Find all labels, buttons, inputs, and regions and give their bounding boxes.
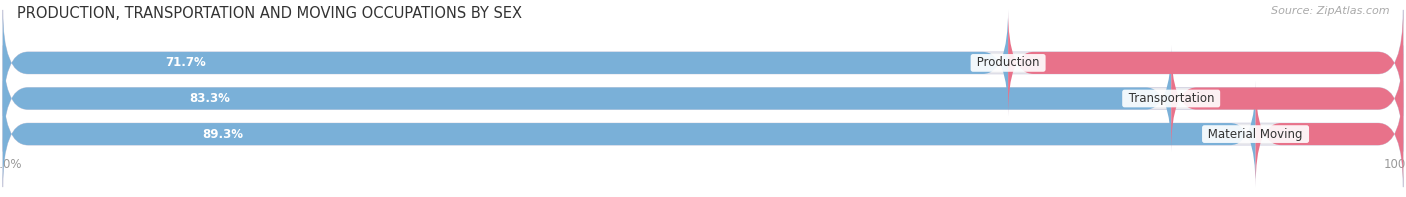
Text: 83.3%: 83.3% — [190, 92, 231, 105]
FancyBboxPatch shape — [3, 46, 1403, 151]
FancyBboxPatch shape — [1171, 46, 1403, 151]
Text: 71.7%: 71.7% — [166, 56, 207, 69]
FancyBboxPatch shape — [1256, 81, 1403, 187]
Text: Source: ZipAtlas.com: Source: ZipAtlas.com — [1271, 6, 1389, 16]
Text: Transportation: Transportation — [1125, 92, 1218, 105]
Text: Production: Production — [973, 56, 1043, 69]
Text: 89.3%: 89.3% — [202, 128, 243, 141]
FancyBboxPatch shape — [1008, 10, 1403, 116]
FancyBboxPatch shape — [3, 81, 1256, 187]
FancyBboxPatch shape — [3, 10, 1008, 116]
Legend: Male, Female: Male, Female — [641, 194, 765, 197]
FancyBboxPatch shape — [3, 81, 1403, 187]
Text: PRODUCTION, TRANSPORTATION AND MOVING OCCUPATIONS BY SEX: PRODUCTION, TRANSPORTATION AND MOVING OC… — [17, 6, 522, 21]
FancyBboxPatch shape — [3, 46, 1171, 151]
FancyBboxPatch shape — [3, 10, 1403, 116]
Text: Material Moving: Material Moving — [1205, 128, 1306, 141]
